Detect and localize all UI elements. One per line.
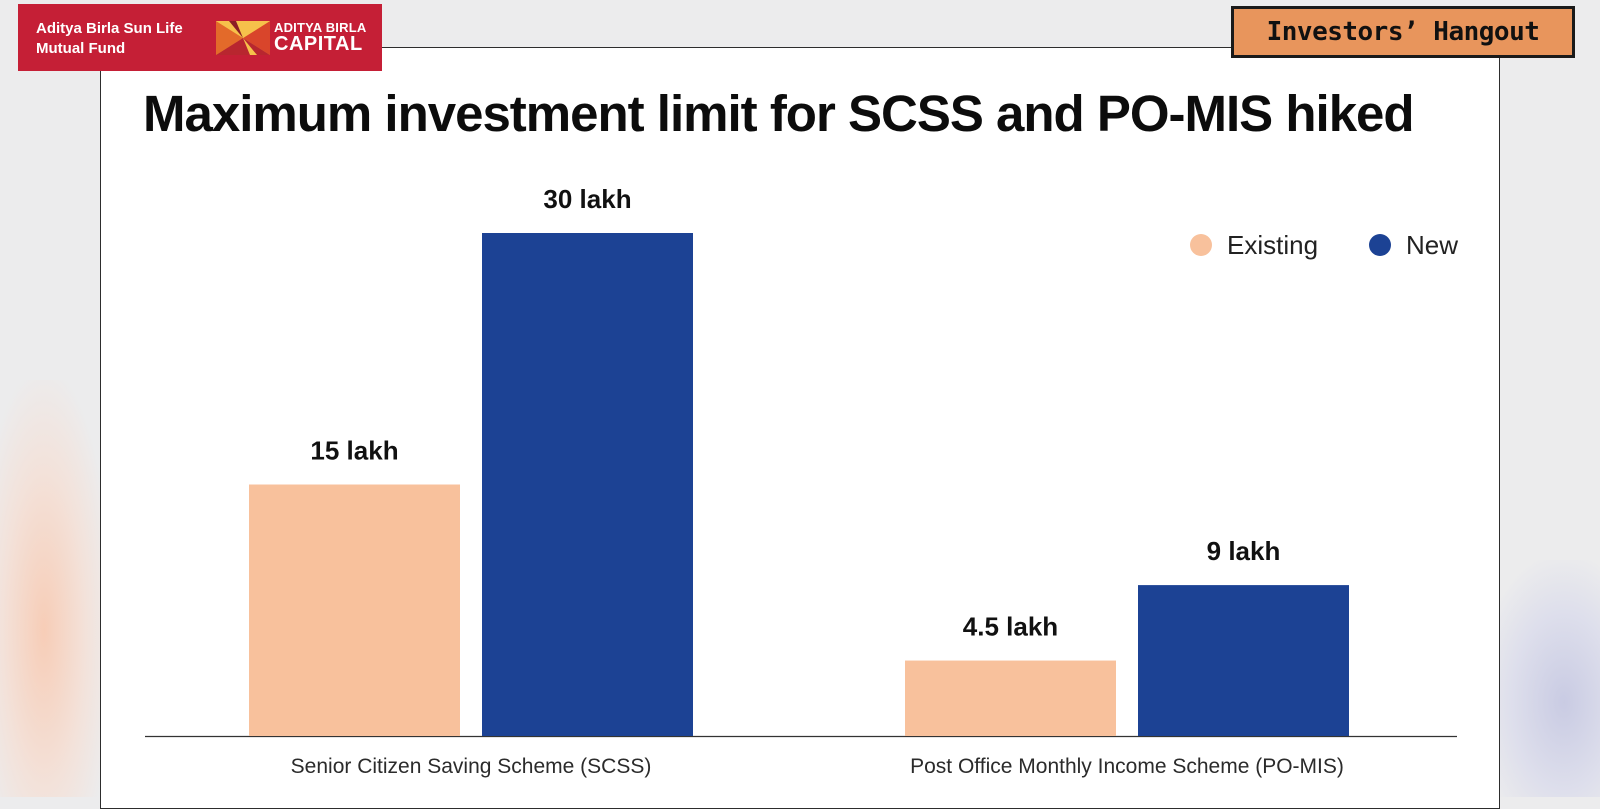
data-label-existing-2: 4.5 lakh xyxy=(963,612,1058,642)
investors-hangout-badge: Investors’ Hangout xyxy=(1231,6,1575,58)
data-label-new-1: 30 lakh xyxy=(543,184,631,214)
mutual-fund-line2: Mutual Fund xyxy=(36,40,126,57)
chart-title: Maximum investment limit for SCSS and PO… xyxy=(143,85,1415,142)
legend-new-label: New xyxy=(1406,230,1458,260)
mutual-fund-line1: Aditya Birla Sun Life xyxy=(36,20,183,37)
brand-banner: Aditya Birla Sun Life Mutual Fund ADITYA… xyxy=(18,4,382,71)
legend-new-dot-icon xyxy=(1369,234,1391,256)
capital-line1: ADITYA BIRLA xyxy=(274,20,367,35)
bar-existing-1 xyxy=(249,484,460,736)
data-label-new-2: 9 lakh xyxy=(1207,536,1281,566)
bar-existing-2 xyxy=(905,660,1116,736)
background-glow-right xyxy=(1480,560,1600,797)
bar-new-1 xyxy=(482,233,693,736)
background-glow-left xyxy=(0,380,110,797)
mutual-fund-name: Aditya Birla Sun Life Mutual Fund xyxy=(36,19,183,59)
capital-line2: CAPITAL xyxy=(274,33,363,55)
data-label-existing-1: 15 lakh xyxy=(310,436,398,466)
legend-existing-label: Existing xyxy=(1227,230,1318,260)
category-label-1: Senior Citizen Saving Scheme (SCSS) xyxy=(291,755,652,778)
legend-existing-dot-icon xyxy=(1190,234,1212,256)
bar-new-2 xyxy=(1138,585,1349,736)
category-label-2: Post Office Monthly Income Scheme (PO-MI… xyxy=(910,755,1344,778)
capital-logo-text: ADITYA BIRLA CAPITAL xyxy=(274,19,367,55)
sun-logo-icon xyxy=(216,21,270,55)
